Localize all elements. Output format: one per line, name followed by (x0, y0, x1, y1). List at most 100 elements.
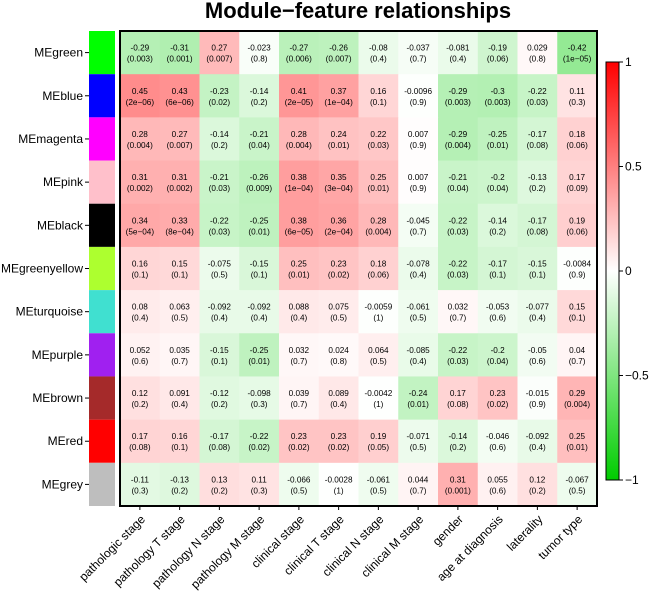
heatmap-cell (358, 117, 399, 162)
cell-correlation-label: -0.21 (250, 130, 269, 139)
cell-correlation-label: -0.078 (407, 260, 431, 269)
heatmap-cell (557, 31, 598, 75)
cell-pvalue-label: (5e−04) (126, 227, 155, 236)
cell-pvalue-label: (0.8) (330, 357, 347, 366)
cell-correlation-label: 0.024 (328, 346, 349, 355)
cell-correlation-label: 0.12 (529, 475, 545, 484)
cell-pvalue-label: (0.5) (290, 486, 307, 495)
module-row-label: MEbrown (32, 391, 83, 405)
cell-pvalue-label: (0.003) (445, 98, 471, 107)
module-color-swatch (89, 203, 115, 247)
cell-pvalue-label: (0.4) (131, 314, 148, 323)
heatmap-cell (279, 74, 320, 118)
cell-correlation-label: -0.061 (367, 475, 391, 484)
cell-correlation-label: -0.15 (528, 260, 547, 269)
cell-pvalue-label: (1) (373, 314, 383, 323)
module-row-label: MEmagenta (18, 132, 83, 146)
heatmap-frame (119, 30, 598, 507)
cell-pvalue-label: (0.01) (248, 227, 270, 236)
cell-correlation-label: 0.007 (408, 130, 429, 139)
cell-correlation-label: 0.45 (132, 87, 148, 96)
module-color-swatch (89, 419, 115, 463)
cell-correlation-label: -0.0084 (563, 260, 591, 269)
cell-pvalue-label: (0.04) (487, 357, 509, 366)
cell-pvalue-label: (0.2) (251, 98, 268, 107)
cell-pvalue-label: (0.6) (489, 314, 506, 323)
cell-pvalue-label: (0.6) (529, 357, 546, 366)
heatmap-cell (159, 376, 200, 421)
heatmap-cell (318, 74, 359, 118)
cell-correlation-label: -0.071 (407, 432, 431, 441)
cell-pvalue-label: (2e−06) (126, 98, 155, 107)
heatmap-cell (159, 246, 200, 291)
heatmap-cell (120, 31, 161, 75)
cell-pvalue-label: (0.04) (487, 184, 509, 193)
cell-correlation-label: -0.14 (449, 432, 468, 441)
cell-correlation-label: 0.16 (370, 87, 386, 96)
cell-pvalue-label: (0.4) (171, 400, 188, 409)
feature-column-label: pathology T stage (111, 512, 188, 589)
colorbar-tick-label: 0.5 (625, 160, 642, 174)
cell-pvalue-label: (0.001) (167, 55, 193, 64)
cell-correlation-label: -0.092 (208, 303, 232, 312)
module-row-label: MEblack (37, 218, 84, 232)
heatmap-cell (120, 333, 161, 377)
cell-correlation-label: -0.22 (210, 216, 229, 225)
cell-correlation-label: 0.35 (331, 173, 347, 182)
cell-pvalue-label: (0.1) (251, 271, 268, 280)
cell-correlation-label: 0.37 (331, 87, 347, 96)
cell-correlation-label: -0.015 (526, 389, 550, 398)
cell-pvalue-label: (0.7) (410, 486, 427, 495)
cell-correlation-label: 0.16 (132, 260, 148, 269)
module-color-swatch (89, 376, 115, 420)
cell-pvalue-label: (0.004) (127, 141, 153, 150)
heatmap-cell (318, 462, 359, 507)
heatmap-cell (159, 462, 200, 507)
cell-pvalue-label: (0.05) (368, 443, 390, 452)
heatmap-cell (477, 74, 518, 118)
heatmap-cell (318, 419, 359, 464)
heatmap-cell (318, 117, 359, 162)
cell-correlation-label: -0.26 (250, 173, 269, 182)
cell-pvalue-label: (0.4) (529, 443, 546, 452)
cell-correlation-label: -0.092 (248, 303, 272, 312)
cell-pvalue-label: (0.6) (489, 486, 506, 495)
heatmap-cell (517, 160, 558, 205)
heatmap-cell (318, 290, 359, 334)
cell-correlation-label: -0.22 (528, 87, 547, 96)
cell-pvalue-label: (0.2) (489, 227, 506, 236)
heatmap-cell (279, 419, 320, 464)
heatmap-cell (477, 462, 518, 507)
cell-correlation-label: -0.24 (409, 389, 428, 398)
heatmap-cells (120, 31, 598, 507)
heatmap-cell (517, 290, 558, 334)
heatmap-cell (159, 203, 200, 248)
heatmap-cell (438, 246, 479, 291)
cell-correlation-label: -0.092 (526, 432, 550, 441)
heatmap-cell (239, 246, 280, 291)
cell-correlation-label: 0.11 (251, 475, 267, 484)
cell-correlation-label: -0.26 (329, 44, 348, 53)
feature-column-label: gender (430, 512, 466, 548)
heatmap-cell (279, 160, 320, 205)
cell-pvalue-label: (0.4) (529, 314, 546, 323)
heatmap-cell (358, 31, 399, 75)
cell-pvalue-label: (0.9) (410, 141, 427, 150)
cell-correlation-label: 0.28 (132, 130, 148, 139)
heatmap-cell (557, 462, 598, 507)
heatmap-cell (477, 376, 518, 421)
heatmap-cell (438, 117, 479, 162)
cell-correlation-label: 0.032 (448, 303, 469, 312)
cell-pvalue-label: (0.08) (447, 400, 469, 409)
heatmap-cell (517, 462, 558, 507)
cell-correlation-label: 0.15 (569, 303, 585, 312)
cell-correlation-label: -0.0059 (364, 303, 392, 312)
cell-correlation-label: 0.19 (370, 432, 386, 441)
cell-correlation-label: -0.061 (407, 303, 431, 312)
cell-correlation-label: 0.23 (490, 389, 506, 398)
cell-correlation-label: 0.25 (291, 260, 307, 269)
cell-correlation-label: 0.38 (291, 216, 307, 225)
cell-pvalue-label: (0.08) (129, 443, 151, 452)
cell-pvalue-label: (0.06) (566, 227, 588, 236)
